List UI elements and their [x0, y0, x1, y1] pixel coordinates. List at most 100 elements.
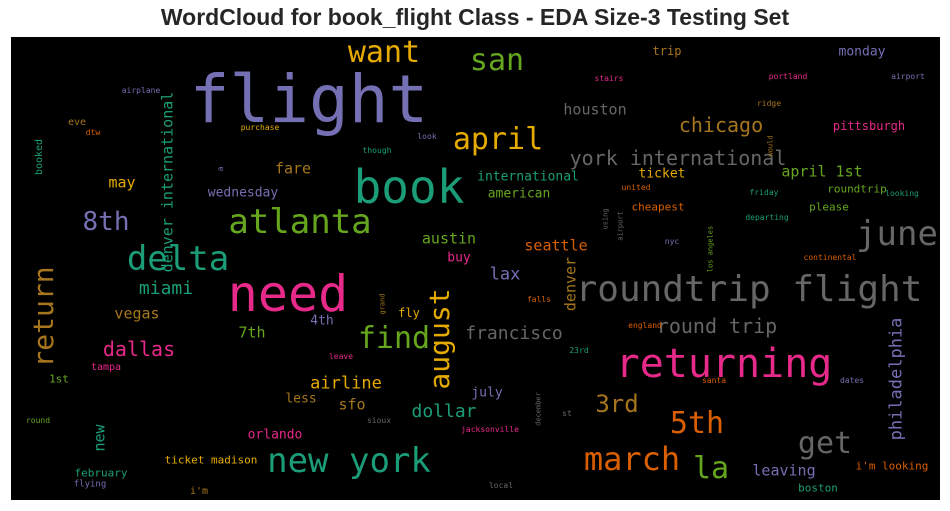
- word-new: new: [90, 424, 109, 452]
- word-july: july: [471, 385, 503, 401]
- word-ridge: ridge: [756, 99, 782, 108]
- word-orlando: orlando: [247, 427, 303, 443]
- word-ticket-madison: ticket madison: [164, 453, 258, 467]
- word-international: international: [477, 169, 579, 185]
- word-march: march: [583, 440, 681, 478]
- word-dates: dates: [839, 376, 865, 385]
- word-miami: miami: [138, 278, 194, 299]
- word-new-york: new york: [267, 441, 431, 481]
- word-7th: 7th: [238, 323, 266, 342]
- word-february: february: [74, 466, 128, 480]
- word-i-m-looking: i'm looking: [855, 459, 929, 473]
- word-returning: returning: [615, 341, 833, 387]
- word-need: need: [227, 265, 349, 323]
- word-airline: airline: [310, 373, 382, 394]
- word-april-1st: april 1st: [781, 162, 863, 181]
- word-airport: airport: [891, 72, 925, 81]
- word-portland: portland: [768, 72, 808, 81]
- word-june: june: [856, 214, 938, 254]
- word-st: st: [562, 409, 572, 418]
- word-would: would: [766, 135, 775, 157]
- word-flight: flight: [189, 61, 429, 138]
- word-leaving: leaving: [752, 461, 816, 480]
- word-book: book: [353, 160, 465, 214]
- word-airport: airport: [616, 211, 625, 241]
- word-united: united: [621, 183, 651, 192]
- word-dtw: dtw: [85, 128, 101, 137]
- word-houston: houston: [563, 100, 627, 119]
- word-please: please: [809, 200, 849, 214]
- word-santa: santa: [701, 376, 727, 385]
- word-fare: fare: [274, 159, 312, 178]
- word-philadelphia: philadelphia: [886, 317, 907, 441]
- word-a: a: [216, 166, 225, 172]
- word-trip: trip: [652, 44, 682, 58]
- word-grand: grand: [378, 293, 387, 315]
- word-wednesday: wednesday: [207, 185, 279, 201]
- word-denver: denver: [561, 256, 580, 312]
- word-eve: eve: [67, 117, 87, 128]
- word-nyc: nyc: [664, 237, 680, 246]
- word-return: return: [27, 266, 60, 368]
- word-american: american: [487, 186, 551, 202]
- word-vegas: vegas: [114, 304, 160, 323]
- word-francisco: francisco: [465, 323, 563, 344]
- word-may: may: [108, 173, 136, 192]
- word-chicago: chicago: [678, 113, 764, 137]
- word-8th: 8th: [82, 207, 130, 237]
- word-flying: flying: [73, 479, 107, 490]
- word-tampa: tampa: [90, 362, 122, 373]
- word-find: find: [357, 321, 431, 356]
- word-seattle: seattle: [524, 236, 588, 255]
- word-4th: 4th: [310, 313, 334, 329]
- word-want: want: [347, 37, 421, 70]
- word-5th: 5th: [669, 406, 725, 441]
- word-purchase: purchase: [240, 123, 280, 132]
- word-boston: boston: [798, 481, 838, 495]
- word-monday: monday: [838, 44, 886, 60]
- word-3rd: 3rd: [595, 390, 639, 418]
- word-continental: continental: [803, 253, 857, 262]
- word-falls: falls: [526, 295, 552, 304]
- word-la: la: [692, 451, 730, 486]
- word-england: england: [628, 321, 662, 330]
- word-round-trip: round trip: [656, 314, 778, 338]
- word-april: april: [452, 122, 544, 157]
- word-airplane: airplane: [121, 86, 161, 95]
- word-get: get: [797, 426, 853, 461]
- word-december: december: [534, 392, 543, 426]
- word-stairs: stairs: [594, 74, 624, 83]
- word-departing: departing: [745, 213, 789, 222]
- word-lax: lax: [489, 264, 521, 285]
- word-using: using: [601, 208, 610, 230]
- word-23rd: 23rd: [569, 346, 589, 355]
- word-dallas: dallas: [102, 337, 176, 361]
- word-pittsburgh: pittsburgh: [832, 119, 906, 133]
- word-fly: fly: [398, 306, 420, 320]
- word-leave: leave: [328, 352, 354, 361]
- chart-title: WordCloud for book_flight Class - EDA Si…: [160, 4, 790, 30]
- word-austin: austin: [421, 229, 477, 248]
- word-roundtrip-flight: roundtrip flight: [575, 269, 923, 310]
- word-buy: buy: [447, 250, 471, 266]
- word-york-international: york international: [569, 146, 787, 170]
- word-round: round: [25, 416, 51, 425]
- word-dollar: dollar: [411, 401, 477, 422]
- word-los-angeles: los angeles: [706, 225, 715, 273]
- word-though: though: [362, 146, 392, 155]
- wordcloud-canvas: flight need book returning roundtrip flight n…: [11, 37, 940, 500]
- word-jacksonville: jacksonville: [461, 425, 519, 434]
- word-atlanta: atlanta: [228, 202, 372, 242]
- word-delta: delta: [126, 239, 230, 279]
- word-looking: looking: [885, 189, 919, 198]
- word-less: less: [285, 391, 317, 407]
- word-sioux: sioux: [366, 416, 392, 425]
- word-ticket: ticket: [638, 166, 686, 182]
- word-sfo: sfo: [338, 395, 366, 414]
- word-denver-international: denver international: [158, 91, 177, 273]
- word-roundtrip: roundtrip: [827, 182, 887, 196]
- word-friday: friday: [749, 188, 779, 197]
- word-cheapest: cheapest: [631, 200, 685, 214]
- word-1st: 1st: [49, 372, 69, 386]
- word-local: local: [488, 481, 514, 490]
